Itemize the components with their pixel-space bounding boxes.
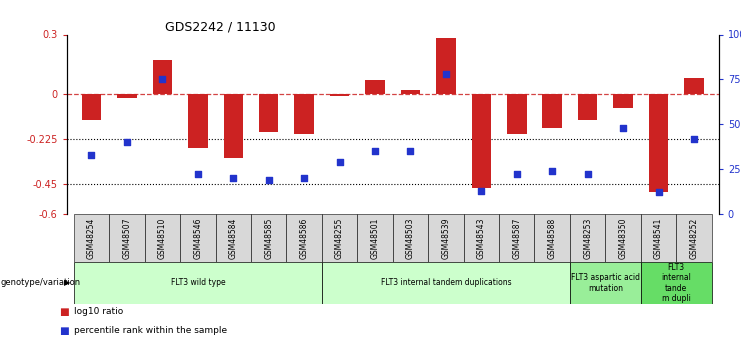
Text: GSM48546: GSM48546 [193, 217, 202, 259]
Bar [649, 94, 668, 192]
Text: FLT3 wild type: FLT3 wild type [170, 278, 225, 287]
Bar [471, 94, 491, 188]
Bar [153, 60, 172, 94]
Bar [180, 214, 216, 262]
Point [369, 148, 381, 154]
Text: log10 ratio: log10 ratio [74, 307, 123, 316]
Text: GSM48586: GSM48586 [299, 217, 309, 259]
Bar [322, 262, 570, 304]
Text: GSM48585: GSM48585 [265, 217, 273, 259]
Text: GSM48541: GSM48541 [654, 217, 663, 259]
Bar [507, 94, 527, 134]
Point [263, 177, 275, 183]
Bar [117, 94, 136, 98]
Text: FLT3
internal
tande
m dupli: FLT3 internal tande m dupli [661, 263, 691, 303]
Bar [144, 214, 180, 262]
Bar [74, 214, 109, 262]
Bar [393, 214, 428, 262]
Bar [401, 90, 420, 94]
Bar [641, 262, 711, 304]
Bar [570, 214, 605, 262]
Bar [365, 80, 385, 94]
Point [85, 152, 97, 157]
Text: GSM48543: GSM48543 [476, 217, 486, 259]
Point [511, 172, 522, 177]
Point [405, 148, 416, 154]
Bar [216, 214, 251, 262]
Point [440, 71, 452, 77]
Bar [224, 94, 243, 158]
Bar [287, 214, 322, 262]
Bar [677, 214, 711, 262]
Text: GSM48587: GSM48587 [512, 217, 521, 259]
Text: genotype/variation: genotype/variation [1, 278, 81, 287]
Point [617, 125, 629, 130]
Text: GSM48255: GSM48255 [335, 217, 344, 259]
Bar [614, 94, 633, 108]
Bar [578, 94, 597, 120]
Text: GSM48584: GSM48584 [229, 217, 238, 259]
Point [653, 190, 665, 195]
Point [192, 172, 204, 177]
Bar [294, 94, 314, 134]
Bar [605, 214, 641, 262]
Text: ■: ■ [59, 326, 69, 336]
Text: GSM48539: GSM48539 [442, 217, 451, 259]
Point [156, 77, 168, 82]
Bar [684, 78, 704, 94]
Text: ▶: ▶ [64, 278, 71, 287]
Bar [188, 94, 207, 148]
Text: GSM48503: GSM48503 [406, 217, 415, 259]
Point [227, 175, 239, 181]
Bar [534, 214, 570, 262]
Text: FLT3 aspartic acid
mutation: FLT3 aspartic acid mutation [571, 273, 640, 293]
Text: GSM48507: GSM48507 [122, 217, 131, 259]
Bar [322, 214, 357, 262]
Bar [641, 214, 677, 262]
Point [546, 168, 558, 174]
Text: GSM48510: GSM48510 [158, 217, 167, 259]
Bar [251, 214, 287, 262]
Bar [357, 214, 393, 262]
Bar [570, 262, 641, 304]
Bar [464, 214, 499, 262]
Text: FLT3 internal tandem duplications: FLT3 internal tandem duplications [381, 278, 511, 287]
Bar [74, 262, 322, 304]
Point [121, 139, 133, 145]
Text: GSM48253: GSM48253 [583, 217, 592, 259]
Text: GSM48588: GSM48588 [548, 217, 556, 259]
Text: GSM48254: GSM48254 [87, 217, 96, 259]
Bar [542, 94, 562, 128]
Point [688, 136, 700, 141]
Point [476, 188, 488, 193]
Point [298, 175, 310, 181]
Text: GSM48350: GSM48350 [619, 217, 628, 259]
Bar [436, 39, 456, 94]
Bar [109, 214, 144, 262]
Text: ■: ■ [59, 307, 69, 317]
Bar [428, 214, 464, 262]
Text: percentile rank within the sample: percentile rank within the sample [74, 326, 227, 335]
Bar [259, 94, 279, 132]
Bar [82, 94, 102, 120]
Text: GSM48252: GSM48252 [689, 217, 699, 259]
Bar [499, 214, 534, 262]
Bar [330, 94, 349, 96]
Point [582, 172, 594, 177]
Text: GSM48501: GSM48501 [370, 217, 379, 259]
Point [333, 159, 345, 165]
Text: GDS2242 / 11130: GDS2242 / 11130 [165, 20, 275, 33]
